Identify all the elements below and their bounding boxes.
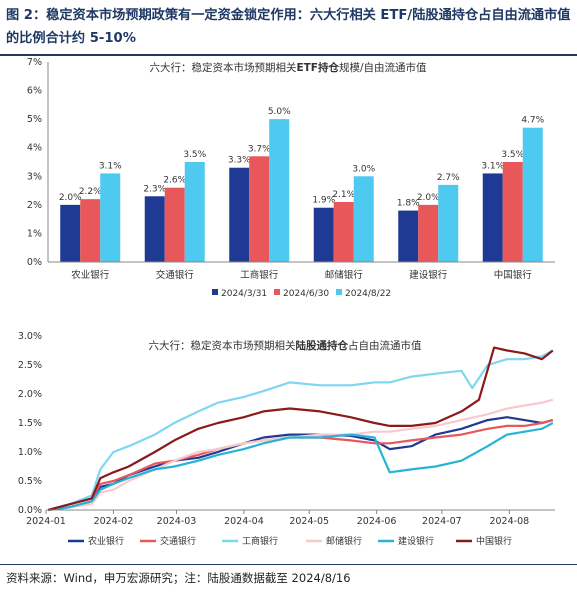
bar xyxy=(522,127,543,262)
bar xyxy=(438,184,459,262)
line-x-tick-label: 2024-03 xyxy=(157,516,197,527)
line-x-tick-label: 2024-06 xyxy=(357,516,397,527)
bar-category-label: 农业银行 xyxy=(71,269,110,281)
bar xyxy=(353,176,374,262)
line-y-tick-label: 1.0% xyxy=(18,447,42,458)
bar xyxy=(100,173,121,262)
bar-value-label: 3.7% xyxy=(248,144,271,154)
bar-category-label: 中国银行 xyxy=(494,269,533,281)
bar xyxy=(482,173,503,262)
line-series-path xyxy=(48,398,554,512)
bar xyxy=(269,119,290,262)
bar-chart-title: 六大行：稳定资本市场预期相关ETF持仓规模/自由流通市值 xyxy=(149,61,427,74)
bar-value-label: 3.5% xyxy=(501,150,524,160)
bar-value-label: 3.3% xyxy=(228,156,251,166)
bar-value-label: 2.1% xyxy=(332,190,355,200)
line-y-tick-label: 2.0% xyxy=(18,389,42,400)
bar-category-label: 邮储银行 xyxy=(325,269,364,281)
line-y-tick-label: 0.0% xyxy=(18,505,42,516)
line-x-tick-label: 2024-04 xyxy=(224,516,264,527)
line-x-tick-label: 2024-01 xyxy=(26,516,66,527)
bar-category-label: 工商银行 xyxy=(240,269,279,281)
line-chart-title-suffix: 占自由流通市值 xyxy=(348,339,422,352)
line-legend-label: 交通银行 xyxy=(160,535,196,547)
line-x-tick-label: 2024-08 xyxy=(489,516,529,527)
bar xyxy=(249,156,270,262)
source-note: 资料来源：Wind，申万宏源研究；注：陆股通数据截至 2024/8/16 xyxy=(6,571,351,585)
bar-value-label: 2.6% xyxy=(163,176,186,186)
line-y-tick-label: 1.5% xyxy=(18,418,42,429)
bar xyxy=(184,162,205,262)
etf-bar-chart: 六大行：稳定资本市场预期相关ETF持仓规模/自由流通市值 0% 1% 2% 3% 4% 5… xyxy=(27,57,555,299)
bar xyxy=(418,204,439,262)
bar-value-label: 2.0% xyxy=(417,193,440,203)
bar xyxy=(229,167,250,262)
bar-value-label: 5.0% xyxy=(268,107,291,117)
line-x-tick-label: 2024-07 xyxy=(422,516,462,527)
bar-chart-title-bold: ETF持仓 xyxy=(296,61,339,74)
bar-value-label: 2.0% xyxy=(59,193,82,203)
bar xyxy=(144,196,165,262)
bar-value-label: 3.5% xyxy=(183,150,206,160)
bar-y-tick-label: 3% xyxy=(27,171,42,182)
line-legend-label: 工商银行 xyxy=(242,535,278,547)
figure-title: 图 2：稳定资本市场预期政策有一定资金锁定作用：六大行相关 ETF/陆股通持仓占… xyxy=(6,8,571,46)
bar-value-label: 2.7% xyxy=(437,173,460,183)
bar-category-label: 建设银行 xyxy=(409,269,448,281)
line-chart-title-prefix: 六大行：稳定资本市场预期相关 xyxy=(149,339,296,352)
bar-category-label: 交通银行 xyxy=(156,269,195,281)
source-divider xyxy=(0,564,577,565)
bar xyxy=(502,162,523,262)
line-x-tick-label: 2024-02 xyxy=(94,516,134,527)
bar-chart-title-prefix: 六大行：稳定资本市场预期相关 xyxy=(149,61,296,74)
bar xyxy=(398,210,419,262)
line-legend-label: 农业银行 xyxy=(88,535,124,547)
bar-y-tick-label: 5% xyxy=(27,114,42,125)
bar-value-label: 2.3% xyxy=(143,184,166,194)
bar-value-label: 3.1% xyxy=(481,161,504,171)
bar-value-label: 2.2% xyxy=(79,187,102,197)
line-legend-label: 邮储银行 xyxy=(326,535,362,547)
bar-value-label: 3.1% xyxy=(99,161,122,171)
bar xyxy=(60,204,81,262)
connect-line-chart: 六大行：稳定资本市场预期相关陆股通持仓占自由流通市值 0.0% 0.5% 1.0% 1… xyxy=(18,331,555,547)
bar-y-tick-label: 7% xyxy=(27,57,42,68)
bar xyxy=(80,199,101,262)
line-legend-label: 建设银行 xyxy=(398,535,434,547)
line-chart-title-bold: 陆股通持仓 xyxy=(296,339,349,352)
bar xyxy=(333,202,354,262)
line-chart-title: 六大行：稳定资本市场预期相关陆股通持仓占自由流通市值 xyxy=(149,339,422,352)
bar-legend-swatch xyxy=(274,289,280,295)
bar-y-tick-label: 0% xyxy=(27,257,42,268)
bar-y-tick-label: 1% xyxy=(27,228,42,239)
line-series-path xyxy=(47,346,554,512)
bar-legend-label: 2024/6/30 xyxy=(283,289,329,299)
bar xyxy=(313,207,334,262)
bar-legend-label: 2024/3/31 xyxy=(221,289,267,299)
title-divider xyxy=(0,54,577,56)
bar-legend-swatch xyxy=(336,289,342,295)
line-legend-label: 中国银行 xyxy=(476,535,512,547)
bar-value-label: 1.9% xyxy=(312,196,335,206)
bar-y-tick-label: 6% xyxy=(27,86,42,97)
bar-chart-title-suffix: 规模/自由流通市值 xyxy=(339,61,427,74)
bar-legend-swatch xyxy=(212,289,218,295)
line-y-tick-label: 0.5% xyxy=(18,476,42,487)
bar-legend-label: 2024/8/22 xyxy=(345,289,391,299)
bar-y-tick-label: 2% xyxy=(27,200,42,211)
line-x-tick-label: 2024-05 xyxy=(289,516,329,527)
line-series-path xyxy=(47,349,554,512)
bar-y-tick-label: 4% xyxy=(27,143,42,154)
line-y-tick-label: 3.0% xyxy=(18,331,42,342)
bar xyxy=(164,187,185,262)
bar-value-label: 1.8% xyxy=(397,199,420,209)
bar-value-label: 4.7% xyxy=(521,116,544,126)
line-series-path xyxy=(48,422,554,512)
line-y-tick-label: 2.5% xyxy=(18,360,42,371)
bar-value-label: 3.0% xyxy=(352,164,375,174)
